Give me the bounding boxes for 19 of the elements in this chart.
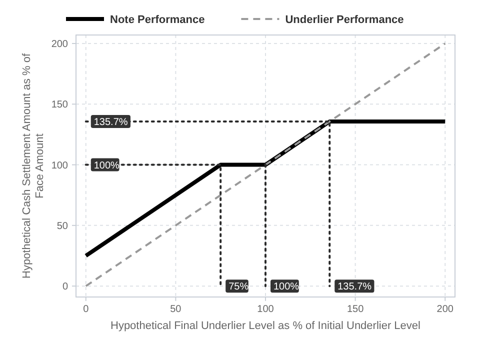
x-axis-title: Hypothetical Final Underlier Level as % of Initial Underlier Level (110, 320, 420, 332)
annotation: 100% (274, 282, 300, 293)
y-axis-title: Hypothetical Cash Settlement Amount as % of Face Amount (21, 52, 46, 279)
annotation: 100% (94, 160, 120, 172)
x-tick-label: 100 (257, 304, 274, 315)
y-tick-label: 0 (62, 282, 68, 293)
y-tick-label: 100 (51, 160, 68, 172)
y-tick-label: 150 (51, 100, 68, 111)
annotation: 75% (228, 282, 249, 293)
legend-label: Underlier Performance (285, 14, 404, 26)
annotation: 135.7% (338, 282, 372, 293)
x-tick-label: 150 (346, 304, 364, 315)
legend-label: Note Performance (110, 14, 205, 26)
x-tick-label: 200 (436, 304, 454, 315)
annotation: 135.7% (94, 116, 128, 128)
y-tick-label: 50 (56, 220, 68, 232)
x-tick-label: 50 (170, 304, 182, 315)
x-tick-label: 0 (83, 304, 90, 315)
y-tick-label: 200 (51, 38, 68, 50)
